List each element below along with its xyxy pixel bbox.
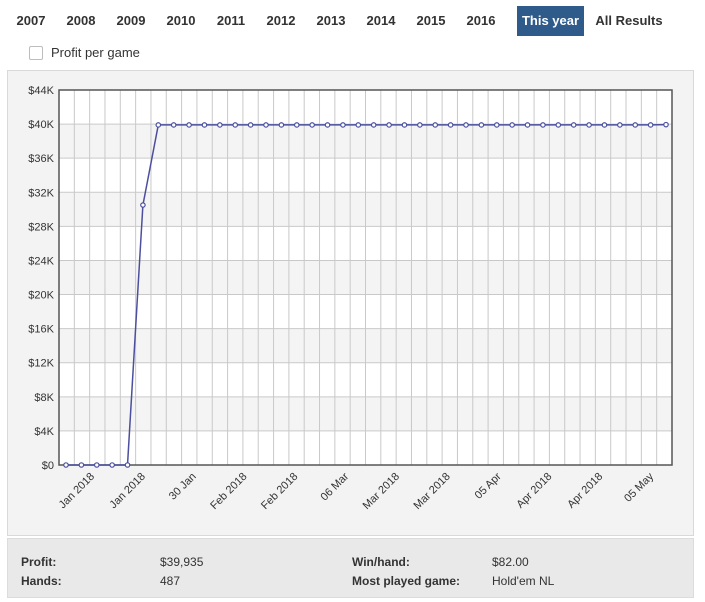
x-tick-label: 05 May [622, 470, 656, 504]
tab-2016[interactable]: 2016 [466, 13, 496, 28]
tab-2007[interactable]: 2007 [16, 13, 46, 28]
win-per-hand-label: Win/hand: [352, 555, 410, 569]
tab-2010[interactable]: 2010 [166, 13, 196, 28]
data-point[interactable] [401, 122, 408, 128]
data-point[interactable] [432, 122, 439, 128]
profit-value: $39,935 [160, 555, 204, 569]
y-tick-label: $16K [28, 324, 54, 336]
data-point[interactable] [647, 122, 654, 128]
data-point[interactable] [263, 122, 269, 128]
x-tick-label: 05 Apr [473, 470, 504, 501]
x-tick-label: Apr 2018 [514, 471, 554, 511]
data-point[interactable] [663, 121, 669, 128]
y-tick-label: $20K [28, 290, 54, 302]
data-point[interactable] [109, 462, 115, 468]
data-point[interactable] [509, 122, 515, 128]
y-tick-label: $40K [28, 119, 54, 131]
x-tick-label: Feb 2018 [259, 471, 300, 512]
profit-chart: $0 $4K $8K $12K $16K $20K $24K $28K $32K $36K $40K… [28, 85, 673, 512]
data-point[interactable] [417, 122, 423, 128]
data-point[interactable] [586, 122, 592, 128]
data-point[interactable] [570, 122, 577, 128]
data-point[interactable] [140, 202, 146, 208]
y-tick-label: $28K [28, 221, 54, 233]
x-tick-label: Mar 2018 [411, 471, 452, 512]
tab-2011[interactable]: 2011 [216, 13, 246, 28]
data-point[interactable] [340, 122, 346, 128]
data-point[interactable] [632, 122, 639, 128]
data-point[interactable] [170, 122, 177, 128]
y-tick-label: $32K [28, 187, 54, 199]
data-point[interactable] [540, 122, 546, 128]
tab-2015[interactable]: 2015 [416, 13, 446, 28]
x-tick-label: Jan 2018 [107, 471, 147, 511]
data-point[interactable] [124, 462, 131, 468]
data-point[interactable] [293, 122, 300, 128]
data-point[interactable] [463, 122, 469, 128]
y-tick-label: $12K [28, 358, 54, 370]
tab-2008[interactable]: 2008 [66, 13, 96, 28]
data-point[interactable] [478, 122, 485, 128]
profit-per-game-label: Profit per game [51, 45, 140, 60]
data-point[interactable] [155, 122, 162, 128]
x-tick-label: 06 Mar [319, 470, 352, 503]
data-point[interactable] [232, 122, 239, 128]
y-tick-label: $4K [34, 426, 54, 438]
data-point[interactable] [524, 122, 531, 128]
most-played-game-value: Hold'em NL [492, 574, 555, 588]
chart-panel: $0 $4K $8K $12K $16K $20K $24K $28K $32K $36K $40K… [7, 70, 694, 536]
profit-per-game-checkbox[interactable] [29, 46, 43, 60]
y-tick-label: $36K [28, 153, 54, 165]
data-point[interactable] [601, 122, 608, 128]
tab-this-year[interactable]: This year [517, 6, 584, 36]
data-point[interactable] [201, 122, 208, 128]
tab-2009[interactable]: 2009 [116, 13, 146, 28]
data-point[interactable] [493, 122, 500, 128]
x-tick-label: 30 Jan [167, 471, 199, 503]
data-point[interactable] [447, 122, 454, 128]
x-tick-label: Apr 2018 [565, 471, 605, 511]
y-tick-label: $44K [28, 85, 54, 97]
tab-2012[interactable]: 2012 [266, 13, 296, 28]
plot-border [58, 89, 673, 466]
data-point[interactable] [370, 122, 377, 128]
data-point[interactable] [63, 462, 69, 468]
data-point[interactable] [355, 122, 362, 128]
x-tick-label: Mar 2018 [361, 471, 402, 512]
data-point[interactable] [278, 122, 285, 128]
y-tick-label: $24K [28, 255, 54, 267]
most-played-game-label: Most played game: [352, 574, 461, 588]
hands-label: Hands: [21, 574, 62, 588]
tab-2013[interactable]: 2013 [316, 13, 346, 28]
profit-series-line [66, 123, 667, 466]
y-tick-label: $8K [34, 392, 54, 404]
data-point[interactable] [555, 122, 562, 128]
tab-2014[interactable]: 2014 [366, 13, 396, 28]
win-per-hand-value: $82.00 [492, 555, 529, 569]
hands-value: 487 [160, 574, 181, 588]
data-point[interactable] [78, 462, 85, 468]
x-tick-label: Feb 2018 [208, 471, 249, 512]
data-point[interactable] [186, 122, 192, 128]
data-point[interactable] [386, 122, 392, 128]
data-point[interactable] [324, 122, 331, 128]
data-point[interactable] [217, 122, 223, 128]
data-point[interactable] [247, 122, 254, 128]
data-point[interactable] [309, 122, 315, 128]
x-tick-label: Jan 2018 [57, 471, 97, 511]
tab-all-results[interactable]: All Results [595, 13, 663, 28]
year-tabs: 2007 2008 2009 2010 2011 2012 2013 2014 2015 2016… [0, 4, 705, 36]
y-tick-label: $0 [42, 460, 54, 472]
stats-panel: Profit: $39,935 Hands: 487 Win/hand: $82… [7, 538, 694, 598]
profit-label: Profit: [21, 555, 57, 569]
data-point[interactable] [617, 122, 623, 128]
data-point[interactable] [93, 462, 100, 468]
